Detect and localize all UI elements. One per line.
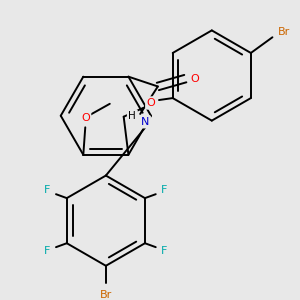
- Text: O: O: [147, 98, 155, 108]
- Text: N: N: [141, 117, 149, 127]
- Text: Br: Br: [278, 27, 290, 38]
- Text: F: F: [161, 246, 168, 256]
- Text: O: O: [191, 74, 200, 84]
- Text: H: H: [128, 111, 136, 121]
- Text: F: F: [44, 185, 50, 195]
- Text: F: F: [161, 185, 168, 195]
- Text: Br: Br: [100, 290, 112, 300]
- Text: O: O: [81, 112, 90, 122]
- Text: F: F: [44, 246, 50, 256]
